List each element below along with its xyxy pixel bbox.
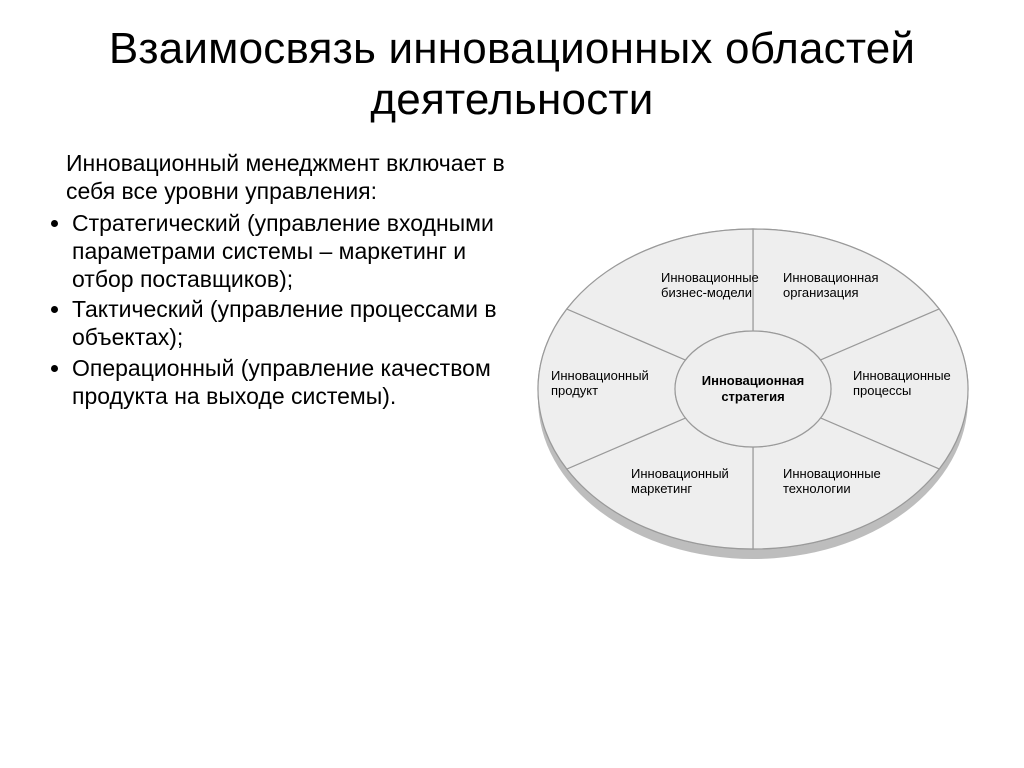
- intro-text: Инновационный менеджмент включает в себя…: [66, 149, 510, 205]
- bullet-item: Стратегический (управление входными пара…: [72, 209, 510, 293]
- text-column: Инновационный менеджмент включает в себя…: [40, 149, 510, 411]
- slide: Взаимосвязь инновационных областей деяте…: [0, 0, 1024, 768]
- wheel-svg: [523, 219, 983, 559]
- slide-title: Взаимосвязь инновационных областей деяте…: [40, 24, 984, 125]
- bullet-item: Тактический (управление процессами в объ…: [72, 295, 510, 351]
- wheel-diagram: Инновационные бизнес-модели Инновационна…: [523, 219, 983, 559]
- diagram-column: Инновационные бизнес-модели Инновационна…: [522, 149, 984, 629]
- bullet-list: Стратегический (управление входными пара…: [40, 209, 510, 409]
- content-row: Инновационный менеджмент включает в себя…: [40, 149, 984, 629]
- bullet-item: Операционный (управление качеством проду…: [72, 354, 510, 410]
